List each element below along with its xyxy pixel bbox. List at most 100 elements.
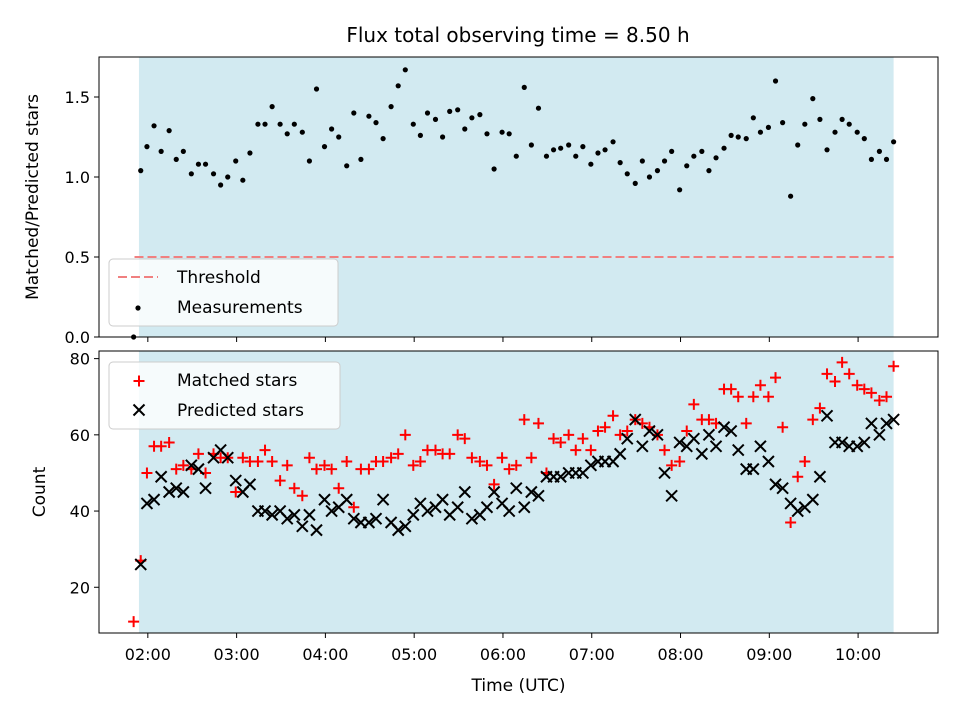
measurement-point [735,134,741,140]
matched-star-point [747,391,759,403]
measurement-point [166,128,172,134]
predicted-star-point [629,413,642,426]
measurement-point [610,139,616,145]
measurement-point [462,126,468,132]
bottom-x-ticks: 02:00 03:00 04:00 05:00 06:00 07:00 08:00 09:00… [125,633,881,664]
measurement-point [691,153,697,159]
measurement-point [846,121,852,127]
predicted-star-point [362,516,376,529]
matched-star-point [326,463,338,475]
measurement-point [484,131,490,137]
matched-star-point [429,444,441,456]
measurement-point [233,158,239,164]
measurement-point [395,83,401,89]
predicted-star-point [487,485,501,499]
predicted-star-point [806,493,820,506]
x-tick-label: 05:00 [391,645,437,664]
measurement-point [669,148,675,154]
measurement-point [558,145,564,151]
top-y-ticks: 0.0 0.5 1.0 1.5 [65,88,99,347]
measurement-point [810,96,816,102]
measurement-point [366,113,372,119]
predicted-star-point [732,443,745,457]
matched-star-point [303,452,315,464]
x-tick-label: 10:00 [835,645,881,664]
predicted-star-point [310,523,323,537]
predicted-star-point [873,428,886,442]
measurement-point [195,161,202,167]
measurement-point [402,67,408,73]
predicted-star-point [643,424,656,438]
measurement-point [721,145,727,151]
y-tick-label: 20 [70,578,90,597]
predicted-star-point [724,424,738,438]
matched-star-point [170,463,182,475]
matched-star-point [666,459,678,471]
matched-star-point [503,463,515,475]
matched-star-point [858,383,870,395]
measurement-point [677,187,683,193]
predicted-star-point [177,485,190,499]
matched-star-point [237,452,249,464]
matched-star-point [585,444,597,456]
matched-star-point [740,417,752,429]
measurement-point [469,115,475,121]
predicted-star-point [820,409,834,422]
predicted-star-point [687,432,701,445]
measurement-point [432,116,439,122]
predicted-star-point [525,485,538,499]
measurement-point [602,147,608,153]
matched-star-point [881,391,893,403]
predicted-star-point [154,470,168,483]
matched-star-point [281,459,293,471]
matched-star-point [814,402,826,414]
measurement-point [373,120,379,126]
measurement-point [410,121,416,127]
matched-star-point [829,375,841,387]
predicted-star-point [747,462,760,476]
predicted-star-point [465,512,479,525]
predicted-stars-points [134,409,900,571]
matched-star-point [851,379,863,391]
y-tick-label: 60 [70,426,90,445]
measurement-point [839,116,845,122]
matched-star-point [843,368,855,380]
predicted-star-point [835,436,849,449]
predicted-star-point [776,481,789,495]
predicted-star-point [407,508,420,522]
matched-star-point [548,433,560,445]
matched-star-point [274,475,286,487]
predicted-star-point [673,436,686,449]
predicted-star-point [421,504,434,518]
predicted-star-point [376,493,390,506]
measurement-point [299,129,305,135]
matched-star-point [525,452,537,464]
measurement-point [380,136,386,142]
measurement-point [491,166,497,172]
predicted-star-point [754,440,767,453]
matched-star-point [452,429,464,441]
predicted-star-point [880,417,893,430]
predicted-star-point [243,478,257,491]
measurement-point [202,161,209,167]
predicted-star-point [865,417,878,430]
measurement-point [151,123,157,129]
measurement-point [713,155,719,161]
x-tick-label: 02:00 [125,645,171,664]
y-tick-label: 1.0 [65,168,90,187]
matched-star-point [377,456,389,468]
predicted-star-point [709,440,723,453]
bottom-y-axis-label: Count [30,466,50,517]
measurement-point [817,116,823,122]
matched-star-point [155,440,167,452]
matched-star-point [865,387,877,399]
matched-star-point [770,372,782,384]
predicted-legend-swatch [132,403,146,417]
bottom-axes-frame [98,350,939,634]
matched-star-point [341,456,353,468]
predicted-star-point [347,512,361,525]
predicted-star-point [665,489,678,503]
predicted-star-point [762,455,775,468]
predicted-star-point [769,478,782,491]
